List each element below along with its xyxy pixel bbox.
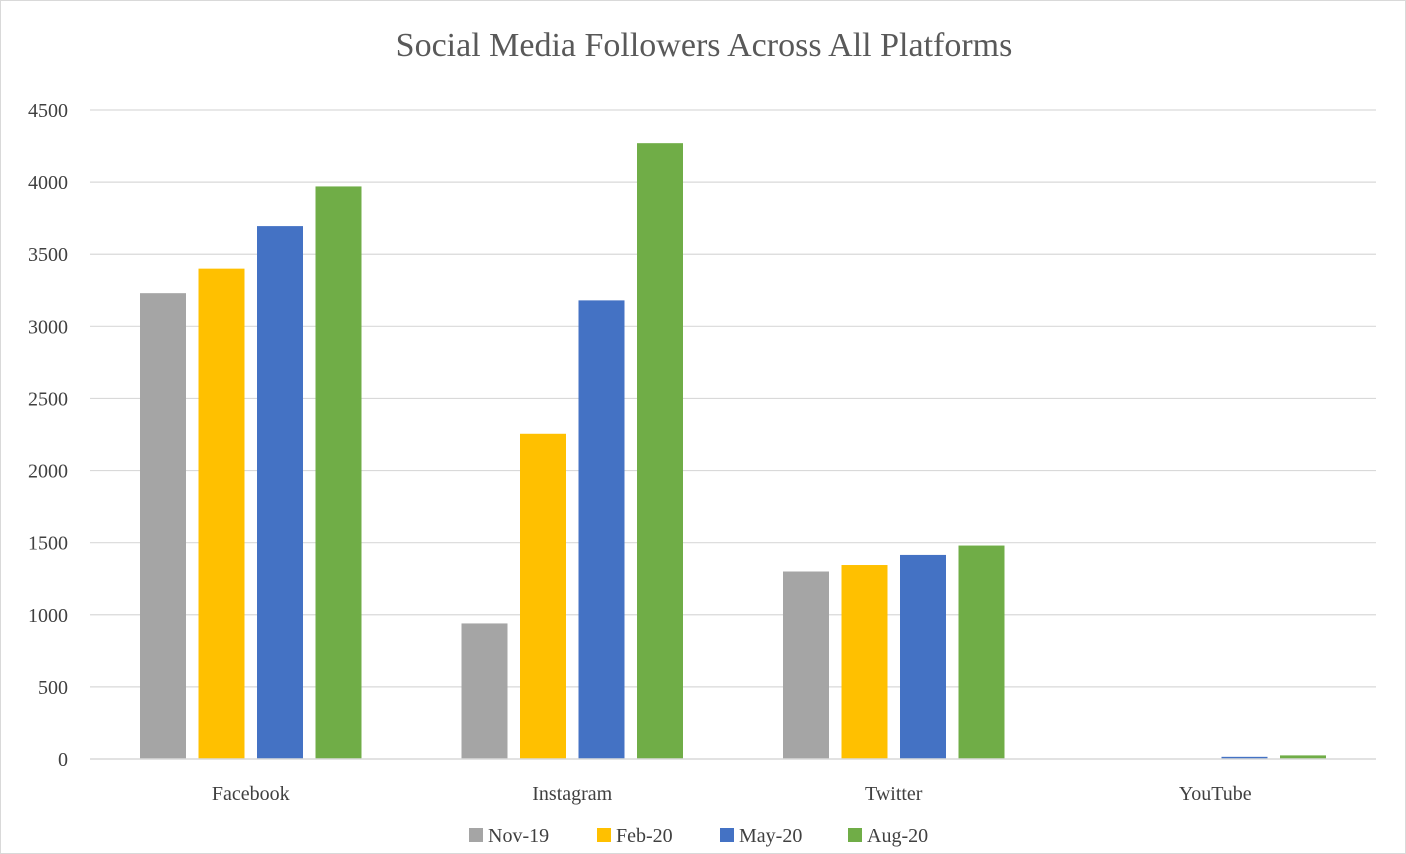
legend: Nov-19 Feb-20 May-20 Aug-20 — [469, 825, 928, 847]
bar-facebook-feb-20 — [198, 268, 245, 759]
x-tick-label: Instagram — [532, 783, 612, 805]
bar-twitter-may-20 — [900, 554, 946, 759]
y-tick-label: 2500 — [28, 388, 68, 410]
bar-facebook-may-20 — [257, 226, 303, 760]
y-tick-label: 3000 — [28, 316, 68, 338]
y-tick-label: 500 — [38, 677, 68, 699]
bar-instagram-may-20 — [578, 300, 625, 759]
y-tick-label: 0 — [58, 749, 68, 771]
legend-swatch — [469, 828, 483, 842]
bar-facebook-nov-19 — [140, 293, 186, 759]
x-axis-ticks: Facebook Instagram Twitter YouTube — [212, 783, 1252, 805]
legend-swatch — [848, 828, 862, 842]
legend-label: Feb-20 — [616, 825, 673, 847]
legend-swatch — [720, 828, 734, 842]
legend-label: Aug-20 — [867, 825, 928, 847]
bar-twitter-aug-20 — [958, 545, 1005, 759]
bars — [140, 143, 1326, 760]
x-tick-label: Twitter — [865, 783, 923, 805]
x-tick-label: YouTube — [1179, 783, 1252, 805]
bar-instagram-aug-20 — [637, 143, 683, 759]
bar-twitter-nov-19 — [783, 571, 829, 759]
gridlines — [90, 109, 1376, 688]
bar-instagram-nov-19 — [461, 623, 508, 759]
bar-youtube-may-20 — [1221, 756, 1268, 759]
y-tick-label: 1000 — [28, 605, 68, 627]
bar-instagram-feb-20 — [520, 433, 566, 759]
bar-twitter-feb-20 — [841, 565, 888, 759]
y-tick-label: 2000 — [28, 461, 68, 483]
legend-label: Nov-19 — [488, 825, 549, 847]
y-tick-label: 4500 — [28, 100, 68, 122]
y-tick-label: 3500 — [28, 244, 68, 266]
bar-youtube-aug-20 — [1280, 755, 1326, 759]
y-axis-ticks: 0 500 1000 1500 2000 2500 3000 3500 4000 4500 — [28, 100, 68, 771]
chart-title: Social Media Followers Across All Platfo… — [396, 27, 1013, 64]
legend-swatch — [597, 828, 611, 842]
legend-label: May-20 — [739, 825, 802, 847]
x-tick-label: Facebook — [212, 783, 290, 805]
bar-facebook-aug-20 — [315, 186, 362, 760]
y-tick-label: 4000 — [28, 172, 68, 194]
y-tick-label: 1500 — [28, 533, 68, 555]
